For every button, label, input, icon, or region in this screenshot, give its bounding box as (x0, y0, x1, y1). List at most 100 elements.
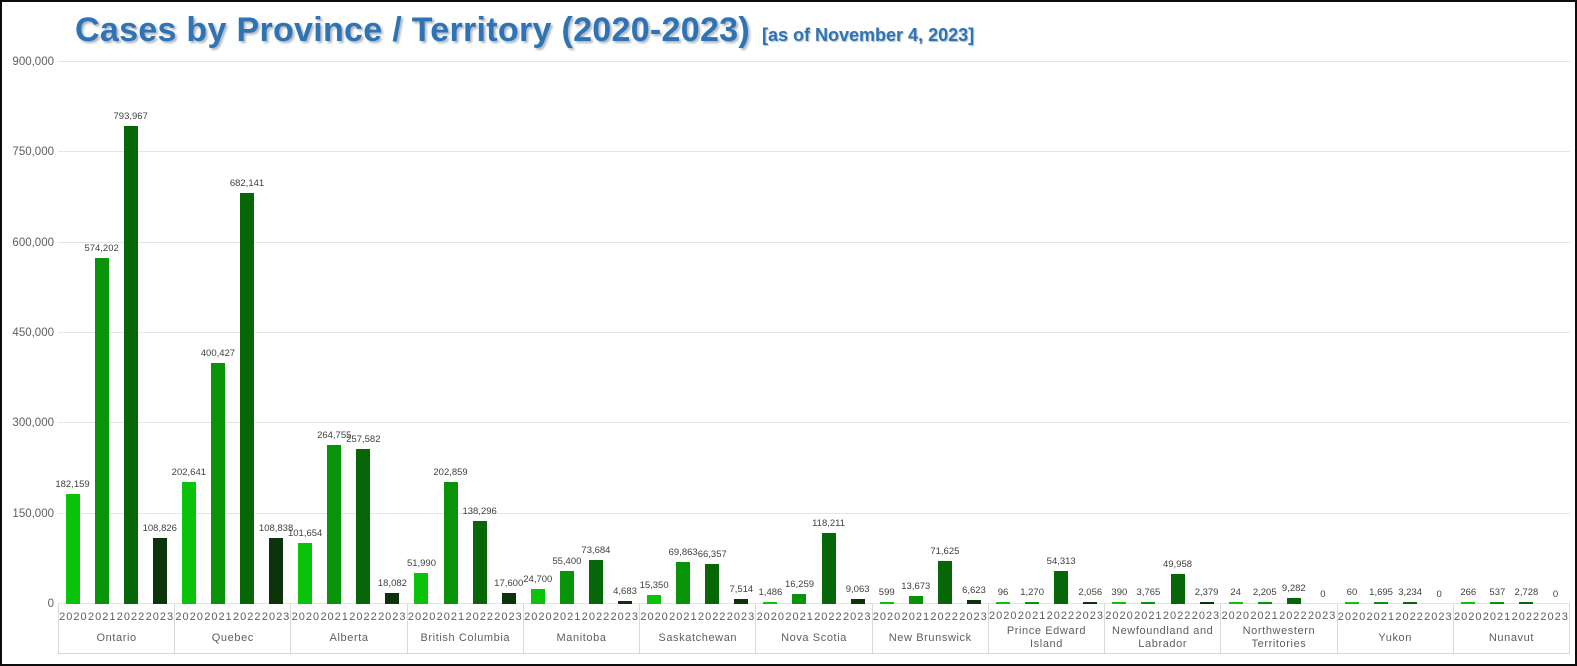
bar[interactable] (181, 481, 196, 604)
province-label: Newfoundland and Labrador (1112, 625, 1214, 650)
bar-value-label: 108,838 (258, 523, 294, 535)
bar-slot: 2,205 (1250, 62, 1279, 604)
bar[interactable] (618, 601, 633, 604)
bar[interactable] (1112, 602, 1127, 604)
year-label: 2023 (378, 611, 407, 623)
bar[interactable] (792, 594, 807, 604)
bar-slot: 2,728 (1512, 62, 1541, 604)
province-label: British Columbia (420, 632, 511, 645)
y-axis-label: 0 (47, 598, 54, 610)
bar-value-label: 2,205 (1252, 587, 1277, 598)
x-axis-cell: 2020 2021 2022 2023 Manitoba (522, 604, 639, 653)
year-label: 2023 (843, 611, 872, 623)
bar[interactable] (1025, 602, 1040, 604)
bar-slot: 793,967 (114, 62, 148, 604)
bar[interactable] (850, 598, 865, 604)
bar-slot: 574,202 (84, 62, 119, 604)
bar-slot: 202,641 (171, 62, 207, 604)
province-group: 182,159 574,202 793,967 108,826 (55, 62, 177, 604)
bar[interactable] (879, 602, 894, 604)
x-axis-cell: 2020 2021 2022 2023 Alberta (290, 604, 406, 653)
bar[interactable] (414, 572, 429, 604)
bar[interactable] (1490, 602, 1505, 604)
bar[interactable] (821, 532, 836, 604)
bar[interactable] (763, 602, 778, 604)
gridline (58, 241, 1570, 243)
bar-value-label: 0 (1552, 589, 1559, 600)
chart-title: Cases by Province / Territory (2020-2023… (75, 11, 751, 49)
bar[interactable] (1344, 602, 1359, 604)
bar-value-label: 537 (1489, 587, 1506, 598)
bar[interactable] (1403, 602, 1418, 604)
bar-slot: 599 (872, 62, 901, 604)
year-label: 2023 (1540, 611, 1569, 623)
bar-slot: 54,313 (1047, 62, 1076, 604)
bar[interactable] (94, 258, 109, 604)
bar[interactable] (937, 560, 952, 604)
bar-value-label: 9,063 (845, 583, 870, 595)
bar[interactable] (501, 593, 516, 604)
bar[interactable] (530, 589, 545, 604)
year-label: 2021 (901, 611, 931, 623)
bar[interactable] (1257, 602, 1272, 604)
bar[interactable] (472, 520, 487, 604)
bar[interactable] (908, 595, 923, 604)
bar-value-label: 266 (1460, 587, 1477, 598)
bar[interactable] (356, 448, 371, 604)
year-label: 2020 (1337, 611, 1367, 623)
province-label: Northwestern Territories (1242, 625, 1316, 650)
bar[interactable] (269, 538, 284, 604)
year-label: 2023 (726, 611, 756, 623)
bar[interactable] (385, 593, 400, 604)
bar[interactable] (676, 561, 691, 604)
bar[interactable] (705, 564, 720, 604)
bar[interactable] (1519, 602, 1534, 604)
bar[interactable] (966, 600, 981, 604)
bar[interactable] (123, 125, 138, 604)
bar[interactable] (1228, 602, 1243, 604)
year-labels-row: 2020 2021 2022 2023 (1338, 604, 1453, 627)
year-labels-row: 2020 2021 2022 2023 (1454, 604, 1569, 627)
bar-slot: 73,684 (581, 62, 610, 604)
bar-value-label: 390 (1111, 587, 1128, 598)
year-label: 2023 (959, 611, 988, 623)
year-label: 2023 (1307, 610, 1337, 623)
year-labels-row: 2020 2021 2022 2023 (756, 604, 871, 627)
bar-value-label: 202,641 (171, 466, 207, 478)
bar[interactable] (1141, 601, 1156, 604)
bar[interactable] (1286, 598, 1301, 604)
province-label: Ontario (96, 632, 137, 645)
bar[interactable] (298, 542, 313, 604)
bar-value-label: 3,234 (1398, 587, 1423, 598)
bar[interactable] (647, 594, 662, 604)
bar[interactable] (443, 481, 458, 604)
bar[interactable] (734, 599, 749, 604)
bar[interactable] (588, 559, 603, 604)
bar[interactable] (327, 444, 342, 604)
gridline (58, 603, 1570, 604)
bar[interactable] (1199, 602, 1214, 604)
bar-value-label: 73,684 (581, 544, 611, 556)
bar[interactable] (210, 362, 225, 604)
bar-slot: 118,211 (812, 62, 845, 604)
bar[interactable] (152, 538, 167, 604)
year-label: 2020 (989, 610, 1018, 623)
province-group: 599 13,673 71,625 6,623 (872, 62, 988, 604)
bar[interactable] (1170, 573, 1185, 604)
bar-value-label: 1,695 (1369, 587, 1393, 598)
bar[interactable] (240, 193, 254, 604)
bar[interactable] (559, 570, 574, 604)
x-axis-cell: 2020 2021 2022 2023 Nunavut (1452, 604, 1569, 653)
bar[interactable] (1054, 571, 1069, 604)
bar[interactable] (65, 494, 80, 604)
year-label: 2020 (756, 611, 786, 623)
bar[interactable] (1374, 602, 1389, 604)
bar[interactable] (996, 602, 1011, 604)
bar[interactable] (1083, 602, 1098, 604)
bar-slot: 2,056 (1076, 62, 1105, 604)
bar-slot: 266 (1454, 62, 1483, 604)
bar-value-label: 16,259 (784, 579, 815, 591)
bar[interactable] (1461, 602, 1476, 604)
bar-value-label: 0 (1320, 589, 1326, 600)
